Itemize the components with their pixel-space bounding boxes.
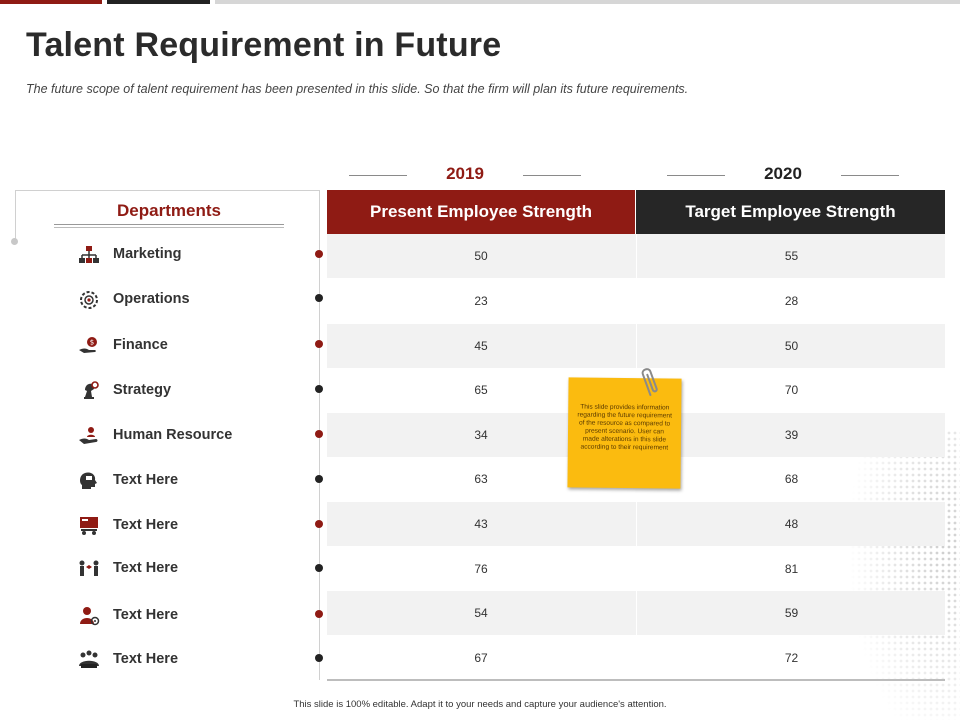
target-value: 50 (636, 324, 946, 368)
table-row: 43 48 (327, 502, 945, 546)
timeline-bullet (315, 340, 323, 348)
present-value: 43 (474, 517, 488, 531)
department-label: Text Here (113, 560, 179, 576)
present-value: 63 (474, 472, 488, 486)
timeline-bullet (315, 385, 323, 393)
department-label: Text Here (113, 651, 179, 667)
timeline-bullet (315, 610, 323, 618)
paperclip-icon (641, 368, 658, 396)
sticky-note: This slide provides information regardin… (567, 377, 682, 489)
dot-pattern-decoration (820, 430, 960, 720)
gear-target-icon (80, 291, 98, 309)
department-label: Text Here (113, 472, 179, 488)
department-item-text-1: Text Here (74, 469, 314, 493)
money-hand-icon: $ (79, 337, 97, 353)
department-item-operations: Operations (74, 288, 314, 312)
department-item-text-2: Text Here (74, 514, 314, 538)
slide-footer: This slide is 100% editable. Adapt it to… (293, 699, 667, 710)
timeline-bullet (315, 250, 323, 258)
departments-header: Departments (117, 201, 221, 220)
target-strength-header: Target Employee Strength (636, 190, 945, 234)
people-connect-icon (79, 560, 99, 576)
department-label: Text Here (113, 517, 179, 533)
target-value: 81 (636, 547, 946, 591)
present-value: 34 (474, 428, 488, 442)
present-strength-header: Present Employee Strength (327, 190, 635, 234)
present-value: 76 (474, 562, 488, 576)
slide-subtitle: The future scope of talent requirement h… (26, 82, 689, 96)
departments-card-dot (11, 238, 18, 245)
table-row: 23 28 (327, 279, 945, 323)
target-value: 70 (636, 368, 946, 412)
slide-title: Talent Requirement in Future (26, 26, 502, 64)
department-label: Strategy (113, 382, 172, 398)
present-value: 67 (474, 651, 488, 665)
presentation-board-icon (80, 517, 98, 535)
department-label: Finance (113, 337, 168, 353)
target-value: 59 (636, 591, 946, 635)
table-bottom-border (327, 679, 945, 681)
year-2020-label: 2020 (663, 164, 903, 184)
target-value: 68 (636, 457, 946, 501)
sticky-note-text: This slide provides information regardin… (577, 403, 672, 452)
present-value: 50 (474, 249, 488, 263)
target-value: 28 (636, 279, 946, 323)
departments-header-underline-2 (54, 227, 284, 228)
department-item-text-4: Text Here (74, 604, 314, 628)
timeline-bullet (315, 520, 323, 528)
hand-person-icon (79, 427, 98, 444)
table-row: 50 55 (327, 234, 945, 278)
person-target-icon (80, 607, 100, 626)
team-meeting-icon (79, 650, 99, 668)
present-value: 45 (474, 339, 488, 353)
org-chart-icon (79, 246, 99, 263)
departments-header-underline (54, 224, 284, 225)
timeline-bullet (315, 564, 323, 572)
top-accent-bar-red (0, 0, 102, 4)
head-chat-icon (80, 472, 97, 489)
timeline-bullet (315, 475, 323, 483)
department-label: Text Here (113, 607, 179, 623)
top-accent-bar-grey (215, 0, 960, 4)
present-value: 65 (474, 383, 488, 397)
department-label: Human Resource (113, 427, 233, 443)
department-item-human-resource: Human Resource (74, 424, 314, 448)
table-row: 54 59 (327, 591, 945, 635)
present-value: 23 (474, 294, 488, 308)
year-2019-label: 2019 (345, 164, 585, 184)
target-value: 55 (636, 234, 946, 278)
table-row: 76 81 (327, 547, 945, 591)
department-item-text-3: Text Here (74, 557, 314, 581)
department-label: Operations (113, 291, 190, 307)
top-accent-bar-dark (107, 0, 210, 4)
chess-knight-icon (84, 381, 99, 399)
table-row: 67 72 (327, 636, 945, 680)
table-row: 45 50 (327, 324, 945, 368)
departments-card (15, 190, 320, 241)
timeline-bullet (315, 430, 323, 438)
department-label: Marketing (113, 246, 182, 262)
target-value: 48 (636, 502, 946, 546)
present-value: 54 (474, 606, 488, 620)
department-item-text-5: Text Here (74, 648, 314, 672)
target-value: 72 (636, 636, 946, 680)
department-item-marketing: Marketing (74, 243, 314, 267)
timeline-bullet (315, 654, 323, 662)
target-value: 39 (636, 413, 946, 457)
department-item-strategy: Strategy (74, 379, 314, 403)
svg-text:$: $ (90, 339, 94, 347)
timeline-bullet (315, 294, 323, 302)
department-item-finance: $ Finance (74, 334, 314, 358)
